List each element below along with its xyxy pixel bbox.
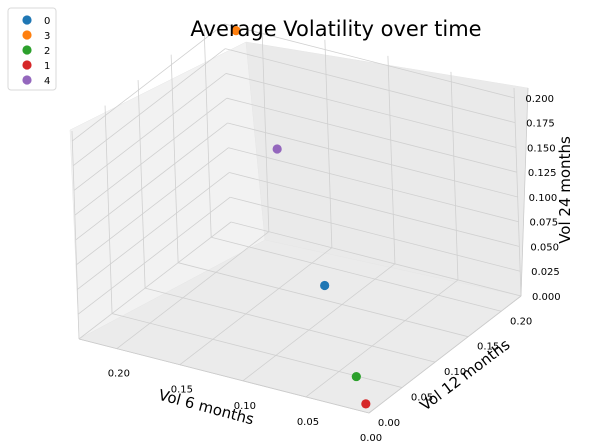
z-tick-label: 0.175 bbox=[526, 119, 555, 130]
scatter-point-2 bbox=[352, 372, 361, 381]
x-tick-label: 0.05 bbox=[297, 417, 319, 428]
chart-title: Average Volatility over time bbox=[190, 17, 481, 41]
z-tick-label: 0.000 bbox=[532, 292, 561, 303]
legend-marker bbox=[22, 60, 31, 69]
legend-marker bbox=[22, 45, 31, 54]
y-tick-label: 0.20 bbox=[510, 316, 532, 327]
z-tick-label: 0.200 bbox=[525, 94, 554, 105]
legend-label: 2 bbox=[44, 46, 50, 57]
y-tick-label: 0.00 bbox=[378, 418, 400, 429]
legend-label: 0 bbox=[44, 16, 50, 27]
scatter-point-4 bbox=[273, 144, 282, 153]
legend-marker bbox=[22, 75, 31, 84]
legend-label: 4 bbox=[44, 76, 50, 87]
z-axis-label: Vol 24 months bbox=[556, 136, 574, 244]
z-tick-label: 0.125 bbox=[528, 168, 557, 179]
scatter-point-1 bbox=[361, 399, 370, 408]
z-tick-label: 0.100 bbox=[529, 193, 558, 204]
legend-marker bbox=[22, 15, 31, 24]
z-tick-label: 0.150 bbox=[527, 143, 556, 154]
z-tick-label: 0.050 bbox=[530, 242, 559, 253]
legend-marker bbox=[22, 30, 31, 39]
legend-label: 1 bbox=[44, 61, 50, 72]
scatter-point-0 bbox=[320, 281, 329, 290]
x-axis-label: Vol 6 months bbox=[157, 386, 257, 429]
legend-label: 3 bbox=[44, 31, 50, 42]
x-tick-label: 0.00 bbox=[360, 433, 382, 444]
legend: 0 3 2 1 4 bbox=[8, 8, 56, 90]
z-tick-label: 0.075 bbox=[530, 218, 559, 229]
x-tick-label: 0.20 bbox=[108, 369, 130, 380]
z-tick-label: 0.025 bbox=[531, 267, 560, 278]
